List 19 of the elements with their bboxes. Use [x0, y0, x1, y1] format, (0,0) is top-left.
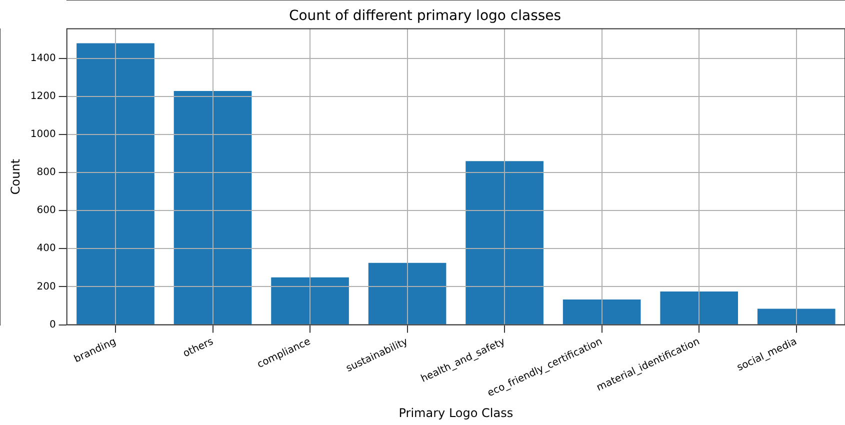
bar [757, 308, 836, 324]
x-axis-title: Primary Logo Class [398, 406, 514, 420]
bar [466, 161, 544, 324]
bar [174, 91, 252, 324]
bar [271, 277, 349, 324]
bar [76, 43, 154, 324]
bar [660, 291, 738, 324]
y-tick-label: 400 [36, 243, 56, 254]
y-tick-label: 1200 [30, 90, 56, 102]
bar [562, 299, 641, 324]
y-tick-label: 1000 [30, 129, 56, 140]
y-tick-label: 600 [36, 205, 56, 216]
y-axis-title: Count [8, 158, 22, 195]
y-tick-label: 200 [36, 281, 56, 292]
bar [368, 262, 446, 324]
y-tick-label: 800 [36, 167, 56, 178]
y-tick-label: 1400 [30, 52, 56, 64]
y-tick-label: 0 [49, 319, 56, 330]
chart-title: Count of different primary logo classes [288, 8, 562, 24]
